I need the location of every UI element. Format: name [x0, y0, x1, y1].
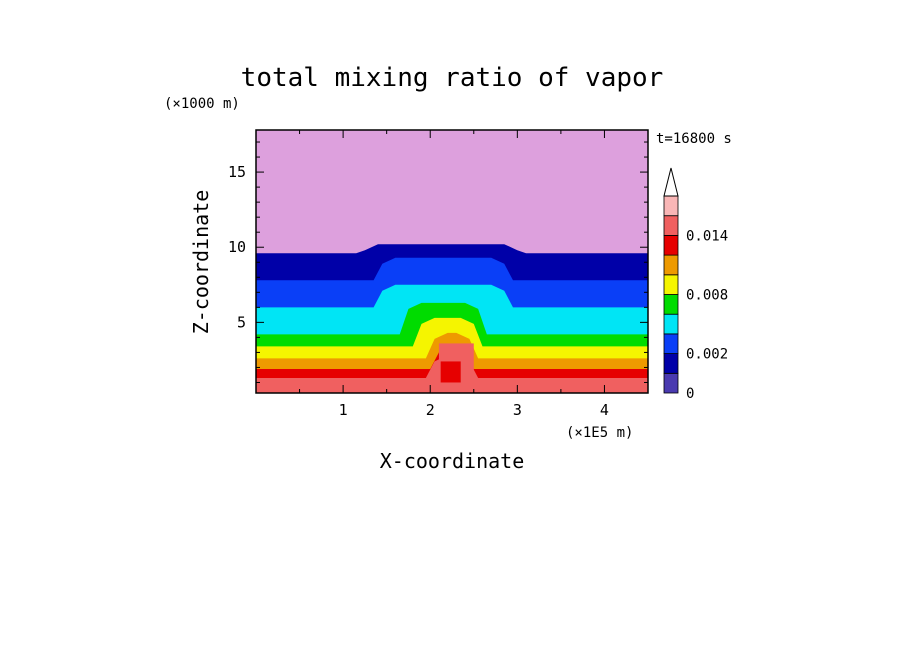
chart-title: total mixing ratio of vapor	[241, 63, 664, 93]
colorbar: 0 0.002 0.008 0.014	[663, 167, 728, 402]
x-tick-label: 3	[513, 401, 522, 419]
x-tick-label: 4	[600, 401, 609, 419]
colorbar-tick-label: 0	[686, 386, 694, 402]
colorbar-segment	[663, 313, 679, 335]
colorbar-segment	[663, 215, 679, 236]
colorbar-tick-label: 0.008	[686, 288, 728, 304]
y-tick-label: 5	[237, 313, 246, 331]
axes: 1 2 3 4 5 10 15	[228, 130, 648, 419]
y-unit-label: (×1000 m)	[164, 96, 240, 112]
plot-frame	[255, 129, 649, 394]
colorbar-segment	[663, 254, 679, 276]
colorbar-segment	[663, 353, 679, 374]
colorbar-segment	[663, 274, 679, 295]
colorbar-tick-label: 0.014	[686, 228, 728, 244]
colorbar-segment	[663, 333, 679, 354]
y-tick-label: 10	[228, 238, 246, 256]
y-tick-label: 15	[228, 163, 246, 181]
contour-field	[256, 130, 648, 393]
colorbar-segment	[663, 372, 679, 394]
colorbar-segment	[663, 195, 679, 217]
colorbar-segment	[663, 234, 679, 256]
y-axis-label: Z-coordinate	[189, 190, 213, 335]
colorbar-extend-arrow	[663, 167, 679, 197]
time-label: t=16800 s	[656, 131, 732, 147]
x-unit-label: (×1E5 m)	[566, 425, 633, 441]
colorbar-segment	[663, 294, 679, 315]
x-tick-label: 1	[339, 401, 348, 419]
colorbar-tick-label: 0.002	[686, 347, 728, 363]
plume-core-red	[440, 361, 461, 383]
x-tick-label: 2	[426, 401, 435, 419]
x-axis-label: X-coordinate	[380, 449, 525, 473]
